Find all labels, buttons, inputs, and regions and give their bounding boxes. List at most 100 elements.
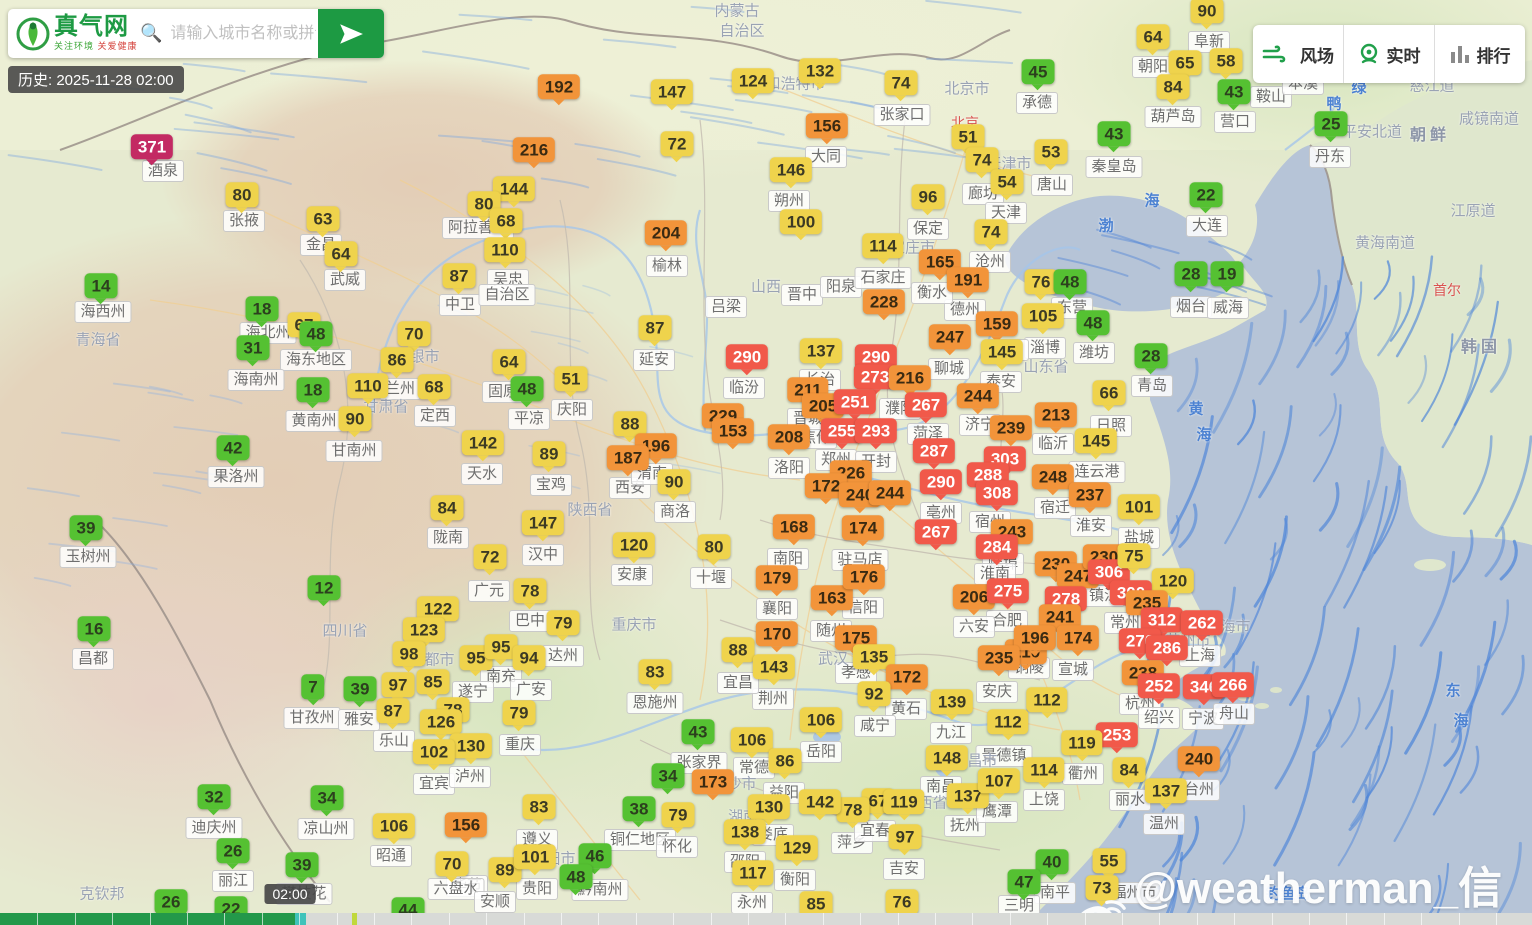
aqi-badge[interactable]: 102 bbox=[412, 739, 456, 771]
aqi-badge[interactable]: 34 bbox=[310, 785, 344, 817]
time-slider-handle[interactable] bbox=[295, 913, 306, 925]
aqi-badge[interactable]: 172 bbox=[885, 664, 929, 696]
aqi-badge[interactable]: 74 bbox=[965, 147, 999, 179]
aqi-badge[interactable]: 34 bbox=[651, 763, 685, 795]
aqi-badge[interactable]: 39 bbox=[285, 852, 319, 884]
aqi-badge[interactable]: 66 bbox=[1092, 380, 1126, 412]
aqi-badge[interactable]: 275 bbox=[986, 578, 1030, 610]
aqi-badge[interactable]: 119 bbox=[1061, 730, 1103, 762]
aqi-badge[interactable]: 78 bbox=[836, 797, 870, 829]
aqi-badge[interactable]: 89 bbox=[532, 441, 566, 473]
aqi-badge[interactable]: 25 bbox=[1314, 111, 1348, 143]
aqi-badge[interactable]: 247 bbox=[928, 324, 972, 356]
aqi-badge[interactable]: 244 bbox=[868, 480, 912, 512]
aqi-badge[interactable]: 74 bbox=[884, 70, 918, 102]
aqi-badge[interactable]: 145 bbox=[1074, 428, 1118, 460]
aqi-badge[interactable]: 80 bbox=[225, 182, 259, 214]
aqi-badge[interactable]: 143 bbox=[752, 654, 796, 686]
aqi-badge[interactable]: 170 bbox=[755, 621, 799, 653]
aqi-badge[interactable]: 216 bbox=[512, 137, 556, 169]
aqi-badge[interactable]: 84 bbox=[430, 495, 464, 527]
aqi-badge[interactable]: 145 bbox=[980, 339, 1024, 371]
aqi-badge[interactable]: 40 bbox=[1035, 849, 1069, 881]
aqi-badge[interactable]: 38 bbox=[622, 796, 656, 828]
aqi-badge[interactable]: 78 bbox=[513, 578, 547, 610]
aqi-badge[interactable]: 130 bbox=[449, 733, 493, 765]
aqi-badge[interactable]: 312 bbox=[1140, 607, 1184, 639]
aqi-badge[interactable]: 79 bbox=[546, 610, 580, 642]
aqi-badge[interactable]: 290 bbox=[725, 344, 769, 376]
aqi-badge[interactable]: 47 bbox=[1007, 869, 1041, 901]
aqi-badge[interactable]: 90 bbox=[657, 469, 691, 501]
search-input[interactable] bbox=[168, 23, 318, 44]
aqi-badge[interactable]: 228 bbox=[862, 289, 906, 321]
aqi-badge[interactable]: 253 bbox=[1095, 722, 1139, 754]
aqi-badge[interactable]: 137 bbox=[1144, 778, 1188, 810]
aqi-badge[interactable]: 22 bbox=[1189, 182, 1223, 214]
aqi-badge[interactable]: 101 bbox=[513, 844, 557, 876]
aqi-badge[interactable]: 94 bbox=[512, 645, 546, 677]
aqi-badge[interactable]: 120 bbox=[612, 532, 656, 564]
aqi-badge[interactable]: 84 bbox=[1156, 74, 1190, 106]
aqi-badge[interactable]: 248 bbox=[1031, 464, 1075, 496]
aqi-badge[interactable]: 163 bbox=[810, 585, 854, 617]
aqi-badge[interactable]: 146 bbox=[769, 157, 813, 189]
aqi-badge[interactable]: 156 bbox=[805, 113, 849, 145]
aqi-badge[interactable]: 19 bbox=[1210, 261, 1244, 293]
aqi-badge[interactable]: 88 bbox=[721, 637, 755, 669]
aqi-badge[interactable]: 72 bbox=[473, 544, 507, 576]
aqi-badge[interactable]: 106 bbox=[730, 727, 774, 759]
aqi-badge[interactable]: 58 bbox=[1209, 48, 1243, 80]
aqi-badge[interactable]: 90 bbox=[1190, 0, 1224, 30]
aqi-badge[interactable]: 18 bbox=[245, 296, 279, 328]
aqi-badge[interactable]: 252 bbox=[1137, 673, 1181, 705]
aqi-badge[interactable]: 267 bbox=[914, 519, 958, 551]
aqi-badge[interactable]: 112 bbox=[987, 709, 1029, 741]
aqi-badge[interactable]: 14 bbox=[84, 273, 118, 305]
aqi-badge[interactable]: 287 bbox=[912, 438, 956, 470]
aqi-badge[interactable]: 284 bbox=[975, 534, 1019, 566]
aqi-badge[interactable]: 119 bbox=[883, 789, 925, 821]
aqi-badge[interactable]: 204 bbox=[644, 220, 688, 252]
aqi-badge[interactable]: 107 bbox=[977, 768, 1021, 800]
aqi-badge[interactable]: 32 bbox=[197, 784, 231, 816]
aqi-badge[interactable]: 26 bbox=[154, 889, 188, 921]
aqi-badge[interactable]: 106 bbox=[372, 813, 416, 845]
aqi-badge[interactable]: 179 bbox=[755, 565, 799, 597]
aqi-badge[interactable]: 76 bbox=[1024, 269, 1058, 301]
aqi-badge[interactable]: 86 bbox=[380, 347, 414, 379]
aqi-badge[interactable]: 105 bbox=[1021, 303, 1065, 335]
aqi-badge[interactable]: 48 bbox=[1053, 269, 1087, 301]
aqi-badge[interactable]: 73 bbox=[1085, 875, 1119, 907]
aqi-badge[interactable]: 244 bbox=[956, 383, 1000, 415]
aqi-badge[interactable]: 88 bbox=[613, 411, 647, 443]
aqi-badge[interactable]: 237 bbox=[1068, 482, 1112, 514]
aqi-badge[interactable]: 144 bbox=[492, 176, 536, 208]
aqi-badge[interactable]: 79 bbox=[502, 700, 536, 732]
aqi-badge[interactable]: 72 bbox=[660, 131, 694, 163]
aqi-badge[interactable]: 28 bbox=[1134, 343, 1168, 375]
aqi-badge[interactable]: 42 bbox=[216, 435, 250, 467]
aqi-badge[interactable]: 123 bbox=[402, 617, 446, 649]
aqi-badge[interactable]: 16 bbox=[77, 616, 111, 648]
aqi-badge[interactable]: 138 bbox=[723, 819, 767, 851]
aqi-badge[interactable]: 139 bbox=[930, 689, 974, 721]
aqi-badge[interactable]: 83 bbox=[638, 659, 672, 691]
aqi-badge[interactable]: 54 bbox=[990, 169, 1024, 201]
aqi-badge[interactable]: 213 bbox=[1034, 402, 1078, 434]
ranking-button[interactable]: 排行 bbox=[1434, 25, 1525, 83]
search-submit-button[interactable] bbox=[318, 9, 384, 58]
aqi-badge[interactable]: 80 bbox=[467, 191, 501, 223]
aqi-badge[interactable]: 48 bbox=[1076, 310, 1110, 342]
aqi-badge[interactable]: 130 bbox=[747, 794, 791, 826]
aqi-badge[interactable]: 75 bbox=[1117, 543, 1151, 575]
aqi-badge[interactable]: 129 bbox=[775, 835, 819, 867]
aqi-badge[interactable]: 208 bbox=[767, 424, 811, 456]
aqi-badge[interactable]: 290 bbox=[919, 469, 963, 501]
aqi-badge[interactable]: 156 bbox=[444, 812, 488, 844]
aqi-badge[interactable]: 235 bbox=[977, 645, 1021, 677]
aqi-badge[interactable]: 90 bbox=[338, 406, 372, 438]
aqi-badge[interactable]: 114 bbox=[862, 233, 904, 265]
aqi-badge[interactable]: 48 bbox=[299, 321, 333, 353]
aqi-badge[interactable]: 112 bbox=[1026, 687, 1068, 719]
